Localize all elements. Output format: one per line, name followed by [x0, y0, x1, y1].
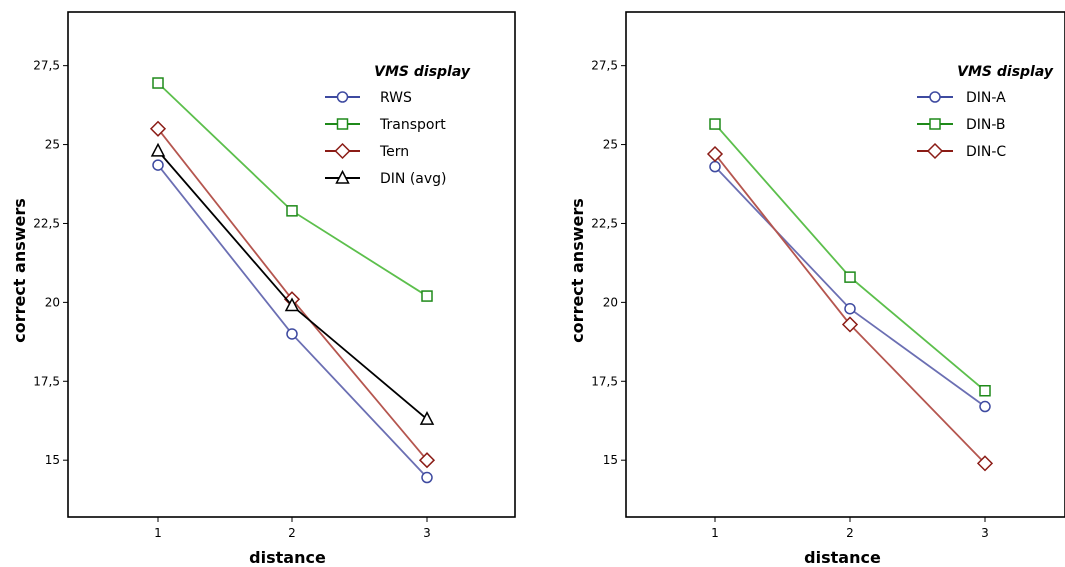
legend-label: Transport — [379, 117, 446, 133]
data-point-marker — [709, 118, 721, 130]
y-tick-label: 25 — [45, 138, 60, 152]
y-tick-label: 20 — [603, 295, 618, 309]
data-point-marker — [149, 120, 167, 137]
data-point-marker — [286, 328, 298, 340]
legend: VMS display RWS Transport Tern DIN (avg) — [325, 64, 471, 187]
legend-label: RWS — [380, 90, 412, 106]
legend-title: VMS display — [374, 64, 471, 80]
legend-entry: RWS — [325, 90, 412, 106]
x-tick-label: 1 — [154, 526, 162, 540]
y-tick-label: 22,5 — [591, 216, 618, 230]
legend-marker — [334, 142, 351, 160]
legend-title: VMS display — [957, 64, 1054, 80]
x-tick-label: 2 — [846, 526, 854, 540]
legend-marker — [929, 91, 941, 103]
y-tick-label: 15 — [45, 453, 60, 467]
legend-label: DIN-B — [966, 117, 1006, 133]
x-tick-label: 3 — [423, 526, 431, 540]
y-axis-title: correct answers — [10, 198, 29, 343]
plot-frame — [67, 11, 516, 518]
y-tick-label: 27,5 — [591, 59, 618, 73]
series-transport — [152, 77, 433, 302]
legend-marker — [336, 91, 349, 103]
y-tick-label: 27,5 — [33, 59, 60, 73]
data-point-marker — [841, 316, 859, 333]
x-tick-label: 1 — [711, 526, 719, 540]
data-point-marker — [150, 142, 166, 157]
data-point-marker — [418, 452, 436, 469]
legend-entry: DIN (avg) — [325, 169, 447, 187]
data-point-marker — [979, 385, 991, 397]
data-point-marker — [844, 302, 856, 315]
chart-panel-1: 15 17,5 20 22,5 25 27,5 1 2 3 distance correct ans… — [10, 11, 516, 567]
data-point-marker — [284, 297, 300, 312]
plot-frame — [625, 11, 1065, 518]
chart-panel-2: 15 17,5 20 22,5 25 27,5 1 2 3 distance correct ans… — [568, 11, 1065, 567]
y-tick-label: 25 — [603, 138, 618, 152]
legend-entry: Transport — [325, 117, 446, 133]
legend-entry: Tern — [325, 142, 409, 160]
data-point-marker — [709, 160, 721, 173]
legend-marker — [926, 142, 944, 160]
data-point-marker — [976, 455, 994, 472]
y-tick-label: 17,5 — [33, 374, 60, 388]
x-axis-title: distance — [804, 548, 881, 567]
series-rws — [152, 159, 433, 484]
data-point-marker — [419, 411, 435, 425]
legend-label: Tern — [379, 144, 409, 160]
x-tick-label: 2 — [288, 526, 296, 540]
series-din-b — [709, 118, 991, 397]
x-tick-label: 3 — [981, 526, 989, 540]
legend-marker — [336, 118, 349, 130]
legend-label: DIN (avg) — [380, 171, 447, 187]
data-point-marker — [706, 145, 724, 163]
y-tick-label: 20 — [45, 295, 60, 309]
series-din-c — [706, 145, 994, 472]
x-axis-title: distance — [249, 548, 326, 567]
legend-label: DIN-A — [966, 90, 1006, 106]
legend-entry: DIN-B — [917, 117, 1006, 133]
legend: VMS display DIN-A DIN-B DIN-C — [917, 64, 1054, 160]
data-point-marker — [286, 205, 298, 217]
data-point-marker — [152, 77, 164, 89]
data-point-marker — [421, 471, 433, 484]
series-din-avg — [150, 142, 435, 425]
y-tick-label: 15 — [603, 453, 618, 467]
legend-entry: DIN-C — [917, 142, 1006, 160]
data-point-marker — [421, 290, 433, 302]
legend-entry: DIN-A — [917, 90, 1006, 106]
y-axis-title: correct answers — [568, 198, 587, 343]
legend-label: DIN-C — [966, 144, 1006, 160]
series-din-a — [709, 160, 991, 413]
legend-marker — [335, 169, 350, 184]
data-point-marker — [152, 159, 164, 171]
data-point-marker — [844, 271, 856, 283]
y-tick-label: 17,5 — [591, 374, 618, 388]
data-point-marker — [979, 400, 991, 413]
y-tick-label: 22,5 — [33, 216, 60, 230]
legend-marker — [929, 118, 941, 130]
